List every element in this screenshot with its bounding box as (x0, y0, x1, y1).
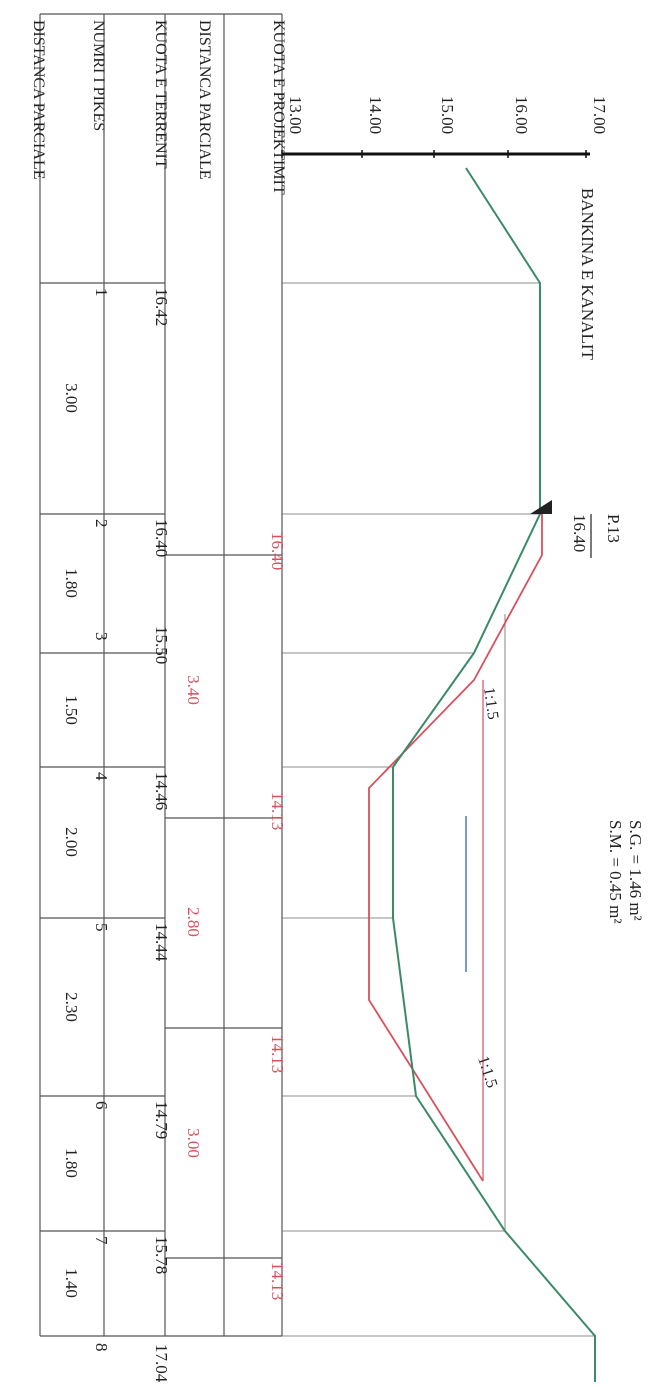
point-number-1: 1 (92, 288, 111, 297)
partial-distance-2: 1.80 (62, 568, 81, 598)
partial-distance-3: 1.50 (62, 695, 81, 725)
header-point-number: NUMRI I PIKES (90, 20, 107, 131)
point-number-3: 3 (92, 632, 111, 641)
slope-label-right: 1:1.5 (474, 1054, 500, 1090)
partial-distance-4: 2.00 (62, 827, 81, 857)
ground-elevation-7: 15.78 (152, 1236, 171, 1274)
header-partial-distance: DISTANCA PARCIALE (30, 20, 47, 179)
header-design-distance: DISTANCA PARCIALE (196, 20, 213, 179)
design-distance-3: 3.00 (184, 1128, 203, 1158)
ground-elevation-1: 16.42 (152, 288, 171, 326)
partial-distance-values: 3.00 1.80 1.50 2.00 2.30 1.80 1.40 (62, 383, 81, 1298)
header-design-elevation: KUOTA E PROJEKTIMIT (270, 20, 287, 195)
guide-lines (282, 282, 595, 1337)
ground-elevation-2: 16.40 (152, 519, 171, 557)
ground-elevation-6: 14.79 (152, 1101, 171, 1139)
partial-distance-1: 3.00 (62, 383, 81, 413)
design-distance-2: 2.80 (184, 907, 203, 937)
ground-elevation-3: 15.50 (152, 626, 171, 664)
partial-distance-5: 2.30 (62, 992, 81, 1022)
design-distance-1: 3.40 (184, 675, 203, 705)
design-elevation-2: 14.13 (268, 792, 287, 830)
point-number-2: 2 (92, 519, 111, 528)
station-label: P.13 (604, 514, 623, 543)
profile-lines (368, 167, 596, 1382)
tick-label-1400: 14.00 (366, 96, 385, 134)
header-ground-elevation: KUOTA E TERRENIT (152, 20, 169, 169)
design-profile-line (368, 514, 543, 1182)
partial-distance-7: 1.40 (62, 1268, 81, 1298)
partial-distance-6: 1.80 (62, 1148, 81, 1178)
point-number-6: 6 (92, 1101, 111, 1110)
design-elevation-1: 16.40 (268, 532, 287, 570)
station-elevation: 16.40 (570, 514, 589, 552)
tick-label-1600: 16.00 (512, 96, 531, 134)
drawing-labels: BANKINA E KANALIT P.13 16.40 S.G. = 1.46… (474, 188, 645, 1090)
tick-label-1500: 15.00 (438, 96, 457, 134)
design-values: 16.40 14.13 14.13 14.13 3.40 2.80 3.00 (184, 532, 287, 1300)
point-number-7: 7 (92, 1236, 111, 1245)
design-elevation-3: 14.13 (268, 1035, 287, 1073)
row-headers: KUOTA E PROJEKTIMIT DISTANCA PARCIALE KU… (30, 20, 287, 195)
ground-values: 16.42 16.40 15.50 14.46 14.44 14.79 15.7… (92, 288, 171, 1383)
ground-profile-line (392, 167, 596, 1382)
ground-elevation-5: 14.44 (152, 923, 171, 962)
tick-label-1700: 17.00 (590, 96, 609, 134)
drawing-title: BANKINA E KANALIT (578, 188, 597, 360)
slope-label-left: 1:1.5 (480, 686, 501, 721)
area-ground: S.G. = 1.46 m² (626, 820, 645, 921)
station-marker-icon (530, 500, 552, 514)
area-design: S.M. = 0.45 m² (606, 820, 625, 923)
ground-elevation-8: 17.04 (152, 1344, 171, 1382)
band-table (39, 13, 283, 1337)
point-number-4: 4 (92, 772, 111, 781)
tick-label-1300: 13.00 (286, 96, 305, 134)
ground-elevation-4: 14.46 (152, 772, 171, 810)
design-elevation-4: 14.13 (268, 1262, 287, 1300)
elevation-axis: 13.00 14.00 15.00 16.00 17.00 (281, 96, 609, 158)
point-number-8: 8 (92, 1343, 111, 1352)
point-number-5: 5 (92, 923, 111, 932)
